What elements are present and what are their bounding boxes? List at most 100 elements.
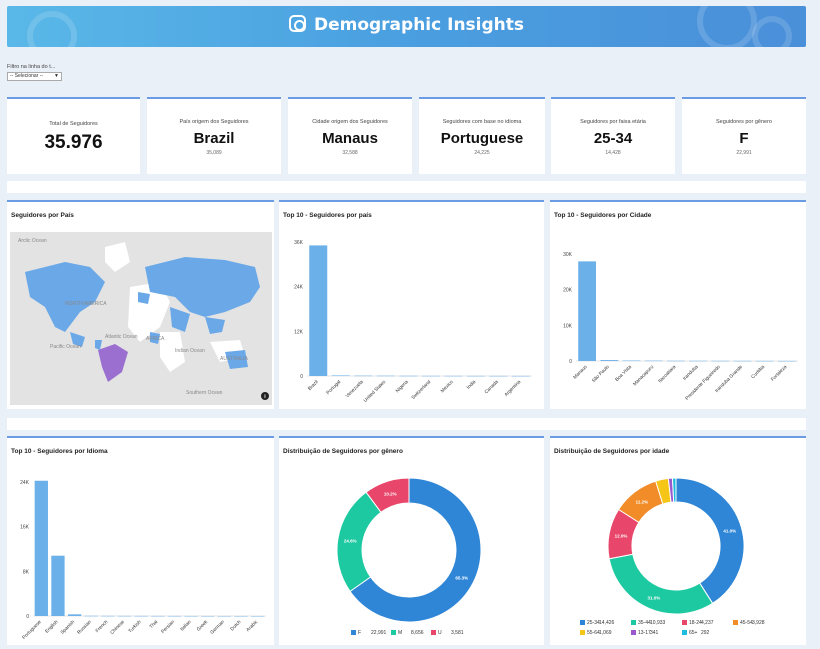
x-tick-label: Italian: [179, 619, 193, 633]
legend-swatch: [351, 630, 356, 635]
age-donut-chart: 41.0% 31.0% 12.0% 11.2% 25-34 14,426 35-44 10,9…: [580, 477, 765, 636]
map-land-blue: [25, 257, 260, 369]
x-tick-label: English: [44, 619, 60, 635]
bar: [134, 615, 148, 617]
world-map[interactable]: Arctic Ocean NORTH AMERICA Pacific Ocean…: [10, 232, 272, 405]
x-tick-label: Turkish: [127, 619, 142, 634]
bar: [778, 360, 796, 362]
legend-swatch: [431, 630, 436, 635]
kpi-sub: 35,089: [206, 150, 222, 156]
info-icon-glyph: i: [264, 394, 266, 400]
bar: [331, 375, 350, 376]
bar: [354, 375, 373, 377]
slice-label: 41.0%: [723, 528, 736, 533]
x-tick-label: Portugal: [325, 379, 342, 396]
section-divider: [7, 418, 806, 430]
bar: [711, 360, 730, 362]
timeline-filter-select[interactable]: -- Selecionar -- ▼: [7, 72, 62, 81]
kpi-value: Brazil: [193, 130, 235, 147]
x-tick-label: German: [209, 619, 226, 636]
legend-value: 14,426: [599, 620, 615, 626]
legend-swatch: [580, 620, 585, 625]
x-tick-label: Greek: [196, 619, 210, 633]
chart-card-age: Distribuição de Seguidores por idade 41.…: [550, 436, 806, 645]
legend-name: 35-44: [638, 620, 651, 626]
legend-swatch: [631, 630, 636, 635]
x-tick-label: Nigeria: [395, 379, 410, 394]
bar: [234, 615, 248, 617]
kpi-label: Total de Seguidores: [49, 121, 98, 127]
map-land-brazil: [98, 344, 128, 382]
x-tick-label: Dutch: [229, 619, 242, 632]
legend-name: 18-24: [689, 620, 702, 626]
x-tick-label: Venezuela: [345, 379, 365, 399]
bar: [167, 615, 182, 617]
chart-title: Top 10 - Seguidores por país: [283, 212, 372, 219]
y-tick-label: 30K: [563, 252, 573, 258]
bar: [217, 615, 232, 617]
city-bar-chart: 0 10K 20K 30K Manaus São Paulo Boa Vista Manaca…: [563, 252, 798, 402]
donut-slice: [671, 477, 677, 503]
kpi-total-followers: Total de Seguidores 35.976: [7, 97, 140, 174]
map-land-blue-south: [95, 340, 102, 350]
x-tick-label: Manacapuru: [632, 364, 655, 387]
chart-card-country: Top 10 - Seguidores por país 0 12K 24K 36K B…: [279, 200, 544, 409]
x-tick-label: Russian: [76, 619, 93, 636]
kpi-language: Seguidores com base no idioma Portuguese…: [419, 97, 545, 174]
slice-label: 24.6%: [344, 539, 357, 544]
legend-swatch: [631, 620, 636, 625]
x-tick-label: Arabic: [245, 619, 259, 633]
language-bar-chart: 0 8K 16K 24K Portuguese English Spanish Russian…: [20, 480, 266, 641]
legend-name: 25-34: [587, 620, 600, 626]
x-tick-label: Boa Vista: [614, 364, 633, 383]
legend-value: 3,928: [752, 620, 765, 626]
bar: [644, 360, 663, 362]
map-label: AFRICA: [146, 336, 165, 342]
legend-value: 8,656: [411, 630, 424, 636]
dashboard-header: Demographic Insights: [7, 6, 806, 47]
x-tick-label: Mexico: [440, 379, 455, 394]
kpi-age: Seguidores por faixa etária 25-34 14,428: [551, 97, 675, 174]
kpi-sub: 32,588: [342, 150, 358, 156]
x-tick-label: Portuguese: [21, 619, 43, 641]
legend-value: 22,991: [371, 630, 387, 636]
map-label: Indian Ocean: [175, 348, 205, 354]
slice-label: 31.0%: [647, 595, 660, 600]
bar: [117, 615, 132, 617]
legend-swatch: [580, 630, 585, 635]
x-tick-label: Manaus: [572, 364, 589, 381]
x-tick-label: French: [95, 619, 110, 634]
chevron-down-icon: ▼: [54, 73, 59, 79]
legend-value: 341: [650, 630, 659, 636]
map-label: AUSTRALIA: [220, 356, 248, 362]
x-tick-label: Fortaleza: [770, 364, 789, 383]
bar: [689, 360, 707, 362]
bar: [466, 375, 485, 377]
kpi-city: Cidade origem dos Seguidores Manaus 32,5…: [288, 97, 412, 174]
map-title: Seguidores por País: [11, 212, 74, 219]
x-tick-label: Brazil: [307, 379, 320, 392]
legend-value: 1,069: [599, 630, 612, 636]
chart-title: Top 10 - Seguidores por Idioma: [11, 448, 108, 455]
info-icon[interactable]: i: [261, 392, 269, 400]
map-label: Arctic Ocean: [18, 238, 47, 244]
filter-selected-value: -- Selecionar --: [10, 73, 44, 79]
x-tick-label: Curitiba: [750, 364, 766, 380]
bar: [667, 360, 685, 362]
map-label: NORTH AMERICA: [65, 301, 107, 307]
bar: [444, 375, 463, 377]
bar: [733, 360, 752, 362]
slice-label: 11.2%: [636, 500, 649, 505]
slice-label: 10.2%: [384, 492, 397, 497]
section-divider: [7, 181, 806, 193]
map-label: Atlantic Ocean: [105, 334, 138, 340]
country-bar-chart: 0 12K 24K 36K Brazil Portugal VenezuelaUnited …: [294, 240, 532, 404]
kpi-value: Portuguese: [440, 130, 524, 147]
chart-title: Distribuição de Seguidores por gênero: [283, 448, 403, 455]
x-tick-label: United States: [363, 379, 388, 404]
decorative-circle: [752, 16, 792, 47]
page-title: Demographic Insights: [7, 15, 806, 35]
bar: [67, 614, 82, 616]
chart-title: Top 10 - Seguidores por Cidade: [554, 212, 652, 219]
legend-value: 3,581: [451, 630, 464, 636]
